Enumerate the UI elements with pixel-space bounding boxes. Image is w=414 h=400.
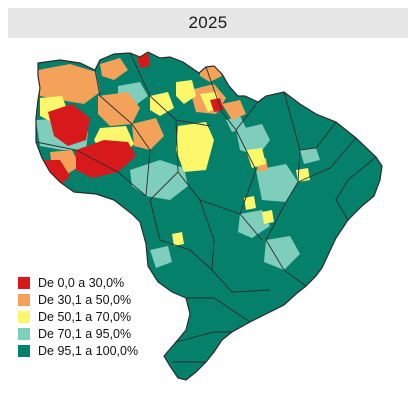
legend-item: De 95,1 a 100,0% xyxy=(18,343,178,359)
map-title: 2025 xyxy=(8,8,408,38)
region-yellow xyxy=(262,210,274,224)
region-yellow xyxy=(176,80,196,104)
state-border-line xyxy=(199,199,271,293)
region-orange xyxy=(132,118,164,150)
legend-item: De 50,1 a 70,0% xyxy=(18,309,178,325)
state-border-line xyxy=(297,137,357,183)
region-yellow xyxy=(172,232,184,246)
region-yellow xyxy=(176,122,214,172)
legend-swatch-orange-icon xyxy=(18,294,30,306)
state-border-line xyxy=(35,141,147,197)
state-border-line xyxy=(177,171,263,241)
state-border-line xyxy=(175,331,232,343)
legend-label: De 0,0 a 30,0% xyxy=(38,276,125,290)
region-red xyxy=(48,104,90,146)
region-light-teal xyxy=(238,210,270,238)
region-red xyxy=(76,140,136,178)
region-orange xyxy=(98,92,140,126)
state-border-line xyxy=(149,199,213,271)
state-border-line xyxy=(94,69,151,197)
legend-swatch-red-icon xyxy=(18,277,30,289)
region-light-teal xyxy=(300,148,320,164)
legend-swatch-light-teal-icon xyxy=(18,328,30,340)
region-orange xyxy=(38,64,100,104)
region-light-teal xyxy=(130,160,188,200)
region-orange xyxy=(100,58,128,80)
legend-label: De 50,1 a 70,0% xyxy=(38,310,132,324)
state-borders xyxy=(35,52,377,363)
state-border-line xyxy=(265,149,301,241)
region-light-teal xyxy=(226,116,246,132)
region-yellow xyxy=(246,148,266,168)
state-border-line xyxy=(335,156,377,221)
state-border-line xyxy=(235,129,257,215)
legend-item: De 0,0 a 30,0% xyxy=(18,275,178,291)
state-border-line xyxy=(283,91,337,151)
region-light-teal xyxy=(150,246,172,268)
region-orange xyxy=(222,100,246,120)
legend-label: De 95,1 a 100,0% xyxy=(38,344,139,358)
region-light-teal xyxy=(256,164,298,202)
legend-swatch-yellow-icon xyxy=(18,311,30,323)
state-border-line xyxy=(265,239,307,287)
region-yellow xyxy=(244,196,256,210)
state-border-line xyxy=(205,66,259,131)
state-border-line xyxy=(129,52,211,127)
legend-swatch-dark-teal-icon xyxy=(18,345,30,357)
map-legend: De 0,0 a 30,0% De 30,1 a 50,0% De 50,1 a… xyxy=(18,275,178,360)
region-light-teal xyxy=(264,236,300,270)
legend-label: De 70,1 a 95,0% xyxy=(38,327,132,341)
legend-label: De 30,1 a 50,0% xyxy=(38,293,132,307)
legend-item: De 70,1 a 95,0% xyxy=(18,326,178,342)
legend-item: De 30,1 a 50,0% xyxy=(18,292,178,308)
region-yellow xyxy=(150,92,174,116)
state-border-line xyxy=(186,297,251,323)
